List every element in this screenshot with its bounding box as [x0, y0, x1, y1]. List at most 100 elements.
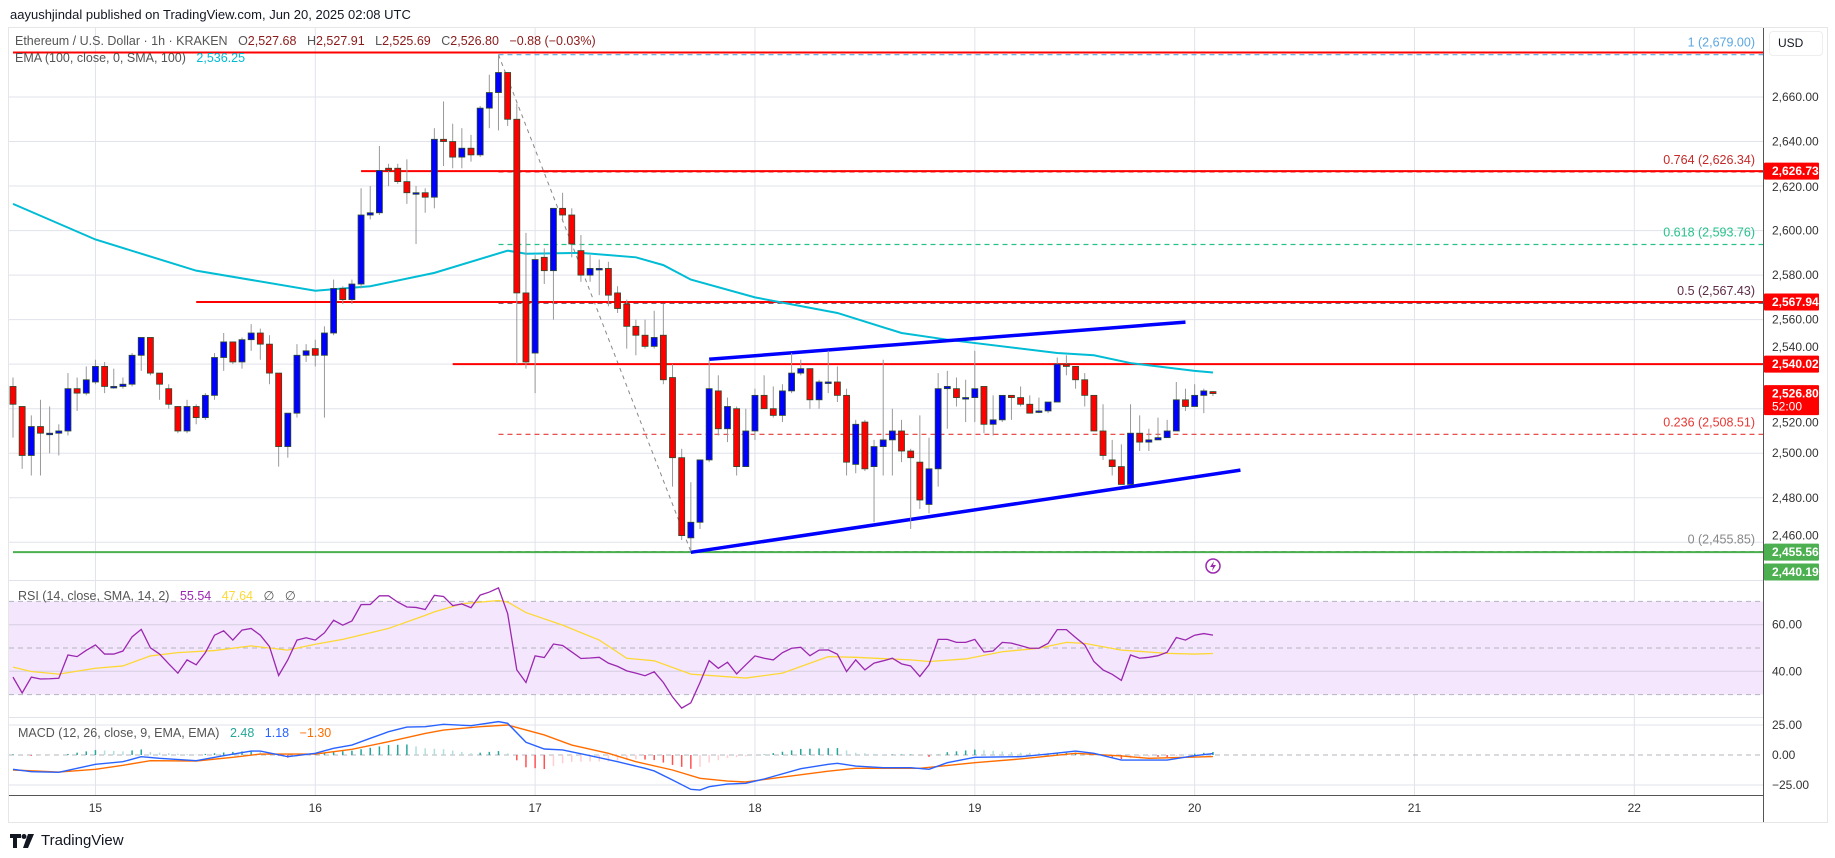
- candle[interactable]: [1017, 386, 1024, 407]
- candle[interactable]: [586, 255, 594, 282]
- candle[interactable]: [595, 259, 603, 296]
- candle[interactable]: [220, 333, 228, 371]
- candle[interactable]: [1209, 391, 1217, 397]
- candle[interactable]: [769, 386, 777, 418]
- candle[interactable]: [183, 399, 191, 434]
- candle[interactable]: [256, 328, 264, 360]
- candle[interactable]: [714, 375, 722, 436]
- candle[interactable]: [476, 105, 484, 158]
- candle[interactable]: [1191, 384, 1199, 407]
- candle[interactable]: [669, 364, 676, 487]
- candle[interactable]: [806, 368, 814, 409]
- candle[interactable]: [311, 339, 319, 367]
- candle[interactable]: [531, 255, 539, 394]
- candle[interactable]: [18, 406, 26, 469]
- tradingview-logo[interactable]: TradingView: [10, 832, 124, 849]
- candle[interactable]: [110, 368, 118, 389]
- candle[interactable]: [1108, 439, 1116, 476]
- candle[interactable]: [146, 337, 154, 376]
- candle[interactable]: [1145, 428, 1153, 452]
- candle[interactable]: [46, 406, 54, 454]
- candle[interactable]: [137, 337, 145, 371]
- candle[interactable]: [632, 319, 640, 356]
- candle[interactable]: [339, 286, 347, 305]
- candle[interactable]: [302, 344, 310, 362]
- candle[interactable]: [1163, 419, 1171, 439]
- candle[interactable]: [678, 448, 686, 541]
- candle[interactable]: [577, 235, 585, 282]
- candle[interactable]: [1099, 404, 1107, 460]
- candle[interactable]: [1182, 388, 1189, 411]
- candle[interactable]: [614, 286, 621, 313]
- candle[interactable]: [815, 379, 823, 409]
- candle[interactable]: [540, 248, 548, 285]
- candle[interactable]: [293, 344, 301, 418]
- candle[interactable]: [421, 188, 429, 213]
- candle[interactable]: [888, 408, 896, 476]
- currency-button[interactable]: USD: [1769, 31, 1823, 56]
- candle[interactable]: [1063, 355, 1070, 376]
- candle[interactable]: [779, 384, 786, 423]
- candle[interactable]: [156, 372, 163, 400]
- candle[interactable]: [550, 207, 557, 320]
- candle[interactable]: [403, 159, 411, 204]
- candle[interactable]: [623, 299, 631, 349]
- candle[interactable]: [843, 388, 850, 476]
- candle[interactable]: [605, 261, 612, 307]
- candle[interactable]: [870, 439, 878, 523]
- candle[interactable]: [1090, 394, 1098, 432]
- candle[interactable]: [1035, 397, 1043, 414]
- candle[interactable]: [55, 424, 63, 456]
- candle[interactable]: [1127, 404, 1134, 485]
- candle[interactable]: [1154, 417, 1162, 441]
- candle[interactable]: [980, 386, 988, 434]
- candle[interactable]: [165, 384, 173, 409]
- price-axis[interactable]: [1763, 28, 1827, 822]
- candle[interactable]: [449, 123, 457, 169]
- candle[interactable]: [760, 375, 768, 410]
- candle[interactable]: [430, 128, 438, 209]
- candle[interactable]: [650, 310, 658, 349]
- candle[interactable]: [458, 128, 466, 169]
- candle[interactable]: [705, 359, 713, 463]
- candle[interactable]: [1136, 415, 1144, 452]
- trendline-upper[interactable]: [709, 320, 1186, 362]
- candle[interactable]: [394, 163, 402, 184]
- candle[interactable]: [73, 377, 81, 411]
- event-lightning-icon[interactable]: [1205, 558, 1221, 574]
- candle[interactable]: [366, 186, 374, 220]
- candle[interactable]: [898, 419, 905, 463]
- trendline-lower[interactable]: [690, 468, 1241, 555]
- candle[interactable]: [522, 232, 530, 369]
- symbol-name[interactable]: Ethereum / U.S. Dollar · 1h · KRAKEN: [15, 34, 228, 48]
- candle[interactable]: [916, 415, 924, 509]
- candle[interactable]: [128, 353, 136, 387]
- candle[interactable]: [27, 415, 35, 476]
- candle[interactable]: [1008, 394, 1015, 420]
- macd-legend[interactable]: MACD (12, 26, close, 9, EMA, EMA) 2.48 1…: [18, 726, 331, 740]
- candle[interactable]: [1117, 444, 1125, 485]
- ema-legend[interactable]: EMA (100, close, 0, SMA, 100) 2,536.25: [15, 51, 245, 65]
- candle[interactable]: [953, 377, 960, 407]
- candle[interactable]: [247, 324, 255, 351]
- candle[interactable]: [1053, 357, 1061, 403]
- candle[interactable]: [82, 366, 90, 396]
- candle[interactable]: [229, 341, 237, 365]
- candle[interactable]: [971, 350, 979, 423]
- candle[interactable]: [238, 337, 246, 369]
- candle[interactable]: [37, 399, 44, 476]
- candle[interactable]: [907, 448, 915, 529]
- candle[interactable]: [989, 395, 997, 436]
- candle[interactable]: [659, 304, 667, 385]
- candle[interactable]: [852, 419, 860, 474]
- candle[interactable]: [733, 406, 741, 476]
- candle[interactable]: [330, 279, 338, 336]
- candle[interactable]: [92, 359, 99, 385]
- candle[interactable]: [559, 192, 566, 222]
- candle[interactable]: [467, 134, 475, 162]
- candle[interactable]: [742, 408, 750, 467]
- candle[interactable]: [101, 361, 108, 394]
- candle[interactable]: [495, 54, 502, 131]
- candle[interactable]: [879, 359, 887, 476]
